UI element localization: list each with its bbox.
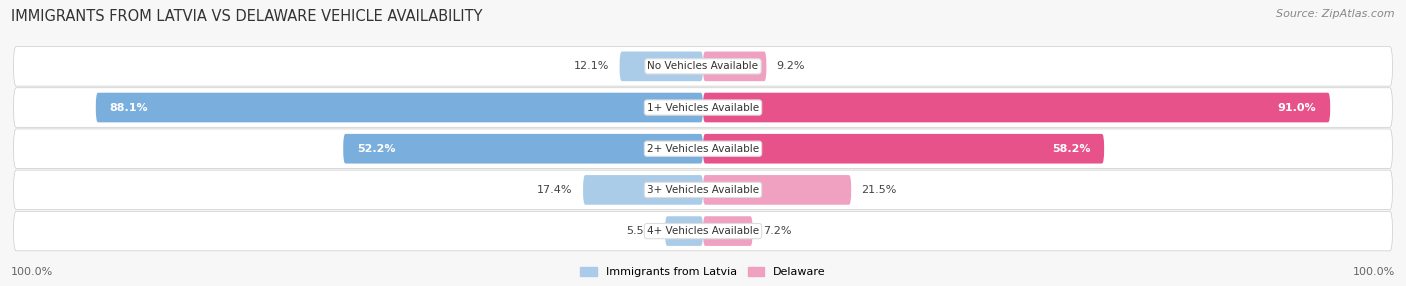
Text: Source: ZipAtlas.com: Source: ZipAtlas.com: [1277, 9, 1395, 19]
Text: 17.4%: 17.4%: [537, 185, 572, 195]
FancyBboxPatch shape: [14, 211, 1392, 251]
FancyBboxPatch shape: [703, 175, 851, 205]
Text: 100.0%: 100.0%: [1353, 267, 1395, 277]
Text: 2+ Vehicles Available: 2+ Vehicles Available: [647, 144, 759, 154]
FancyBboxPatch shape: [620, 51, 703, 81]
FancyBboxPatch shape: [703, 51, 766, 81]
Text: 12.1%: 12.1%: [574, 61, 609, 71]
Text: No Vehicles Available: No Vehicles Available: [648, 61, 758, 71]
FancyBboxPatch shape: [703, 93, 1330, 122]
Text: 52.2%: 52.2%: [357, 144, 395, 154]
Text: IMMIGRANTS FROM LATVIA VS DELAWARE VEHICLE AVAILABILITY: IMMIGRANTS FROM LATVIA VS DELAWARE VEHIC…: [11, 9, 482, 23]
FancyBboxPatch shape: [703, 134, 1104, 164]
Text: 100.0%: 100.0%: [11, 267, 53, 277]
Text: 21.5%: 21.5%: [862, 185, 897, 195]
FancyBboxPatch shape: [665, 216, 703, 246]
Text: 9.2%: 9.2%: [776, 61, 806, 71]
FancyBboxPatch shape: [703, 216, 752, 246]
FancyBboxPatch shape: [343, 134, 703, 164]
FancyBboxPatch shape: [14, 47, 1392, 86]
FancyBboxPatch shape: [14, 88, 1392, 127]
Text: 58.2%: 58.2%: [1052, 144, 1090, 154]
Legend: Immigrants from Latvia, Delaware: Immigrants from Latvia, Delaware: [576, 263, 830, 281]
Text: 3+ Vehicles Available: 3+ Vehicles Available: [647, 185, 759, 195]
Text: 1+ Vehicles Available: 1+ Vehicles Available: [647, 103, 759, 112]
Text: 88.1%: 88.1%: [110, 103, 148, 112]
FancyBboxPatch shape: [583, 175, 703, 205]
Text: 7.2%: 7.2%: [763, 226, 792, 236]
Text: 4+ Vehicles Available: 4+ Vehicles Available: [647, 226, 759, 236]
FancyBboxPatch shape: [14, 170, 1392, 210]
Text: 5.5%: 5.5%: [627, 226, 655, 236]
Text: 91.0%: 91.0%: [1278, 103, 1316, 112]
FancyBboxPatch shape: [96, 93, 703, 122]
FancyBboxPatch shape: [14, 129, 1392, 168]
